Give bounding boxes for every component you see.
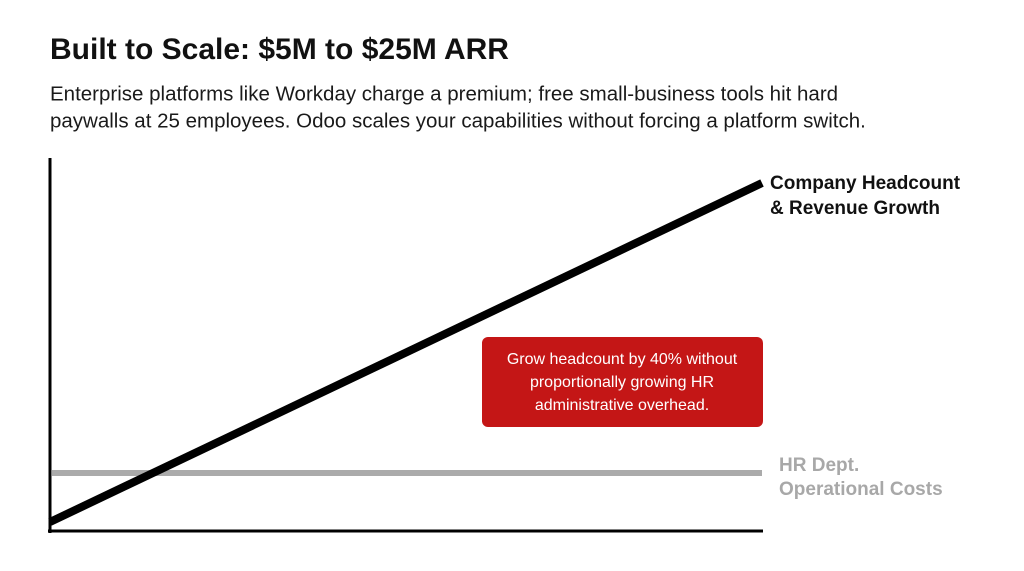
subtitle-line: Enterprise platforms like Workday charge…: [50, 82, 838, 105]
callout-box: [482, 337, 763, 427]
title: Built to Scale: $5M to $25M ARR: [50, 33, 509, 66]
cost-label: HR Dept.: [779, 455, 859, 476]
callout-text: Grow headcount by 40% without: [507, 351, 738, 368]
cost-label: Operational Costs: [779, 479, 943, 500]
callout-text: proportionally growing HR: [530, 374, 714, 391]
callout-text: administrative overhead.: [535, 397, 709, 414]
growth-label: Company Headcount: [770, 173, 961, 194]
growth-label: & Revenue Growth: [770, 198, 940, 219]
subtitle-line: paywalls at 25 employees. Odoo scales yo…: [50, 109, 866, 132]
growth-line: [48, 179, 764, 526]
